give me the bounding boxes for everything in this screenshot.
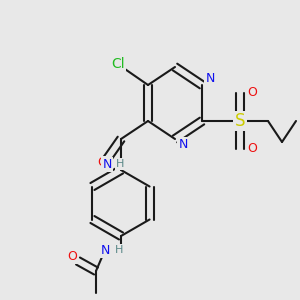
- Text: S: S: [235, 112, 245, 130]
- Text: O: O: [247, 142, 257, 155]
- Text: O: O: [67, 250, 77, 262]
- Text: O: O: [247, 86, 257, 100]
- Text: O: O: [97, 157, 107, 169]
- Text: N: N: [102, 158, 112, 170]
- Text: H: H: [116, 159, 124, 169]
- Text: H: H: [115, 245, 123, 255]
- Text: N: N: [100, 244, 110, 256]
- Text: N: N: [178, 137, 188, 151]
- Text: N: N: [205, 73, 215, 85]
- Text: Cl: Cl: [111, 57, 125, 71]
